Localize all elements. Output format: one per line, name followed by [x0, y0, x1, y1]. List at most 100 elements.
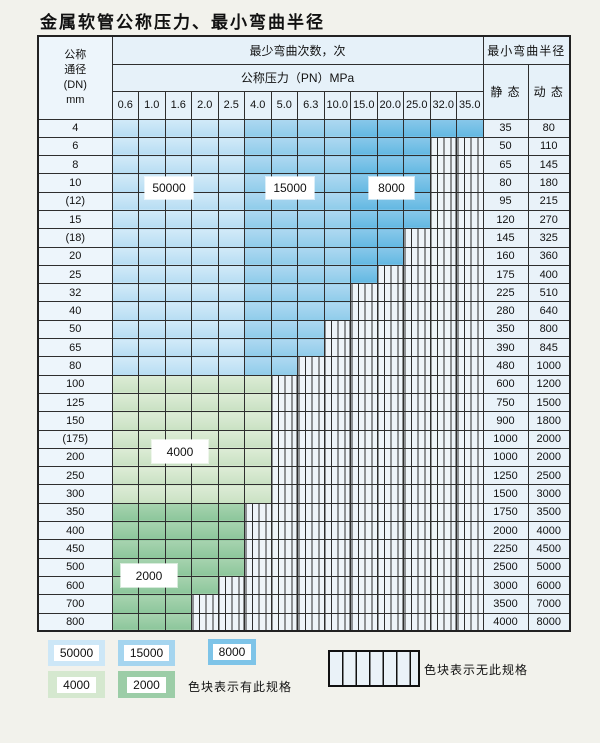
no-spec-cell — [376, 264, 404, 285]
table-row: 150 900 1800 — [37, 411, 571, 431]
no-spec-cell — [297, 374, 325, 394]
dynamic-radius-cell: 270 — [527, 209, 571, 230]
legend-has-spec-text: 色块表示有此规格 — [188, 680, 293, 694]
no-spec-cell — [270, 429, 298, 449]
no-spec-cell — [270, 392, 298, 413]
spec-cell — [270, 338, 298, 358]
no-spec-cell — [270, 594, 298, 614]
no-spec-cell — [270, 466, 298, 486]
spec-cell — [244, 301, 272, 321]
no-spec-cell — [456, 155, 484, 175]
no-spec-cell — [429, 264, 457, 285]
spec-cell — [111, 466, 139, 486]
spec-cell — [111, 429, 139, 449]
no-spec-cell — [403, 484, 431, 504]
spec-cell — [270, 264, 298, 285]
no-spec-cell — [456, 411, 484, 431]
no-spec-cell — [456, 539, 484, 559]
static-radius-cell: 1750 — [482, 502, 529, 523]
no-spec-cell — [403, 612, 431, 632]
no-spec-cell — [297, 502, 325, 523]
dynamic-radius-cell: 6000 — [527, 575, 571, 596]
no-spec-cell — [350, 374, 378, 394]
spec-cell — [217, 191, 245, 211]
no-spec-cell — [217, 575, 245, 596]
spec-cell — [270, 319, 298, 340]
dynamic-radius-cell: 110 — [527, 136, 571, 157]
dn-cell: 700 — [37, 594, 113, 614]
legend-label-4000: 4000 — [57, 676, 96, 693]
no-spec-cell — [350, 539, 378, 559]
dn-cell: 250 — [37, 466, 113, 486]
no-spec-cell — [376, 429, 404, 449]
table-row: 125 750 1500 — [37, 392, 571, 413]
no-spec-cell — [217, 594, 245, 614]
no-spec-cell — [429, 594, 457, 614]
no-spec-cell — [350, 356, 378, 376]
no-spec-cell — [270, 612, 298, 632]
legend-label-8000: 8000 — [212, 644, 252, 660]
no-spec-cell — [297, 575, 325, 596]
static-radius-cell: 2000 — [482, 521, 529, 541]
dn-cell: 500 — [37, 557, 113, 577]
no-spec-cell — [297, 392, 325, 413]
dn-cell: 600 — [37, 575, 113, 596]
pressure-header-cell: 25.0 — [403, 90, 431, 120]
no-spec-cell — [350, 575, 378, 596]
static-radius-cell: 3000 — [482, 575, 529, 596]
dn-cell: 50 — [37, 319, 113, 340]
zone-label-8000: 8000 — [369, 177, 414, 199]
legend-block-4000: 4000 — [48, 671, 105, 698]
spec-cell — [111, 264, 139, 285]
spec-cell — [111, 539, 139, 559]
no-spec-cell — [323, 319, 351, 340]
page-title: 金属软管公称压力、最小弯曲半径 — [40, 13, 325, 33]
no-spec-cell — [403, 301, 431, 321]
dn-cell: 6 — [37, 136, 113, 157]
static-radius-cell: 3500 — [482, 594, 529, 614]
static-radius-cell: 1500 — [482, 484, 529, 504]
legend-block-50000: 50000 — [48, 640, 105, 666]
spec-cell — [217, 557, 245, 577]
no-spec-cell — [323, 484, 351, 504]
dn-cell: 125 — [37, 392, 113, 413]
no-spec-cell — [297, 484, 325, 504]
no-spec-cell — [376, 575, 404, 596]
no-spec-cell — [403, 539, 431, 559]
no-spec-cell — [403, 594, 431, 614]
spec-cell — [138, 283, 166, 303]
no-spec-cell — [270, 484, 298, 504]
spec-cell — [244, 338, 272, 358]
spec-cell — [164, 338, 192, 358]
legend-label-15000: 15000 — [123, 645, 170, 661]
spec-cell — [111, 136, 139, 157]
no-spec-cell — [350, 283, 378, 303]
no-spec-cell — [456, 319, 484, 340]
dynamic-radius-cell: 510 — [527, 283, 571, 303]
no-spec-cell — [270, 557, 298, 577]
dynamic-radius-cell: 3500 — [527, 502, 571, 523]
no-spec-cell — [350, 466, 378, 486]
dn-cell: (175) — [37, 429, 113, 449]
no-spec-cell — [297, 539, 325, 559]
no-spec-cell — [376, 356, 404, 376]
spec-cell — [270, 118, 298, 138]
no-spec-cell — [244, 521, 272, 541]
spec-cell — [111, 191, 139, 211]
spec-cell — [191, 356, 219, 376]
no-spec-cell — [456, 575, 484, 596]
no-spec-cell — [456, 301, 484, 321]
no-spec-cell — [403, 246, 431, 266]
spec-cell — [270, 283, 298, 303]
spec-cell — [111, 173, 139, 193]
no-spec-cell — [403, 575, 431, 596]
legend-block-2000: 2000 — [118, 671, 175, 698]
spec-cell — [138, 466, 166, 486]
spec-cell — [191, 575, 219, 596]
dynamic-radius-cell: 640 — [527, 301, 571, 321]
table-row: 65 390 845 — [37, 338, 571, 358]
spec-cell — [138, 484, 166, 504]
spec-cell — [191, 173, 219, 193]
spec-cell — [217, 374, 245, 394]
spec-cell — [376, 118, 404, 138]
